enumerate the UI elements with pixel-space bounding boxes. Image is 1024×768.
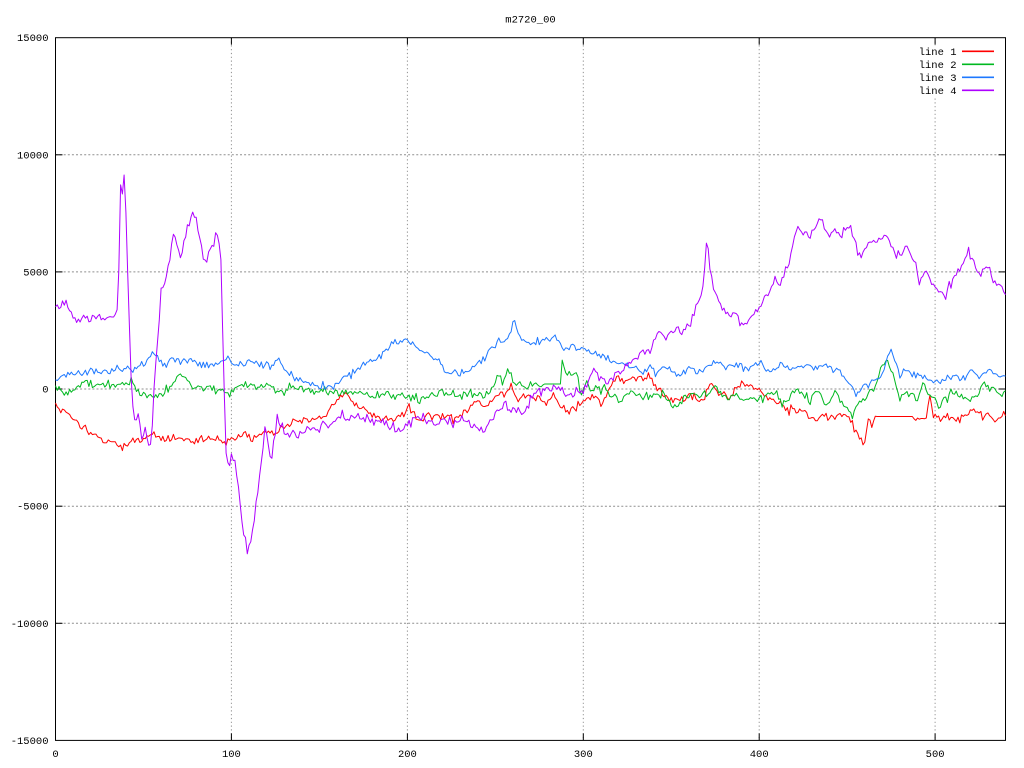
svg-text:5000: 5000: [23, 267, 48, 279]
svg-text:-10000: -10000: [11, 619, 49, 631]
svg-text:m2720_00: m2720_00: [505, 14, 555, 26]
svg-text:line 1: line 1: [919, 47, 957, 59]
svg-text:200: 200: [398, 749, 417, 761]
svg-text:10000: 10000: [17, 150, 49, 162]
svg-text:line 2: line 2: [919, 60, 957, 72]
svg-text:300: 300: [574, 749, 593, 761]
svg-text:400: 400: [750, 749, 769, 761]
svg-text:line 4: line 4: [919, 86, 957, 98]
svg-text:-5000: -5000: [17, 502, 49, 514]
svg-text:-15000: -15000: [11, 736, 49, 748]
svg-text:15000: 15000: [17, 33, 49, 45]
svg-text:line 3: line 3: [919, 73, 957, 85]
svg-text:100: 100: [222, 749, 241, 761]
svg-text:0: 0: [52, 749, 58, 761]
svg-text:0: 0: [42, 385, 48, 397]
svg-text:500: 500: [926, 749, 945, 761]
